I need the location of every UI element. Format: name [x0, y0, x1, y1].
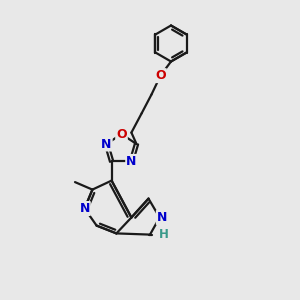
Text: N: N: [80, 202, 90, 215]
Text: O: O: [155, 69, 166, 82]
Text: O: O: [116, 128, 127, 141]
Text: H: H: [158, 228, 168, 241]
Text: N: N: [157, 211, 167, 224]
Text: N: N: [126, 155, 136, 168]
Text: N: N: [101, 137, 112, 151]
